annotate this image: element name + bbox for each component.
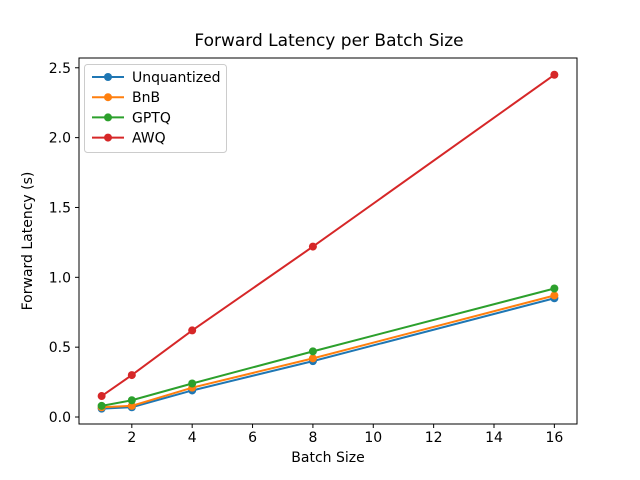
data-point-bnb — [550, 291, 559, 300]
y-tick-label: 0.0 — [49, 410, 71, 426]
legend-label-awq: AWQ — [132, 131, 166, 147]
data-point-awq — [127, 371, 136, 380]
data-point-bnb — [127, 401, 136, 410]
legend-label-bnb: BnB — [132, 90, 160, 106]
legend-label-unquantized: Unquantized — [132, 70, 221, 86]
data-point-gptq — [308, 347, 317, 356]
x-tick-label: 2 — [127, 430, 136, 446]
data-point-awq — [97, 392, 106, 401]
axes-frame — [78, 57, 578, 425]
legend-sample-marker — [104, 93, 112, 102]
x-tick-label: 12 — [425, 430, 443, 446]
data-point-gptq — [127, 396, 136, 405]
y-axis-label: Forward Latency (s) — [20, 172, 36, 311]
legend-box — [84, 64, 227, 153]
data-point-gptq — [97, 401, 106, 410]
legend-sample-marker — [104, 113, 112, 122]
x-tick-label: 8 — [308, 430, 317, 446]
data-point-awq — [550, 70, 559, 79]
legend-label-gptq: GPTQ — [132, 110, 171, 126]
y-tick-label: 2.5 — [49, 61, 71, 77]
x-tick-label: 10 — [364, 430, 382, 446]
data-point-awq — [188, 326, 197, 335]
x-tick-label: 16 — [545, 430, 563, 446]
x-tick-label: 4 — [188, 430, 197, 446]
data-point-gptq — [188, 379, 197, 388]
y-tick-label: 1.5 — [49, 200, 71, 216]
data-point-awq — [308, 242, 317, 251]
chart-title: Forward Latency per Batch Size — [194, 31, 463, 51]
y-tick-label: 0.5 — [49, 340, 71, 356]
y-tick-label: 1.0 — [49, 270, 71, 286]
data-point-gptq — [550, 284, 559, 293]
x-tick-label: 14 — [485, 430, 503, 446]
x-tick-label: 6 — [248, 430, 257, 446]
y-tick-label: 2.0 — [49, 131, 71, 147]
legend-sample-marker — [104, 133, 112, 142]
legend-sample-marker — [104, 73, 112, 81]
x-axis-label: Batch Size — [291, 450, 364, 466]
data-point-bnb — [308, 354, 317, 363]
